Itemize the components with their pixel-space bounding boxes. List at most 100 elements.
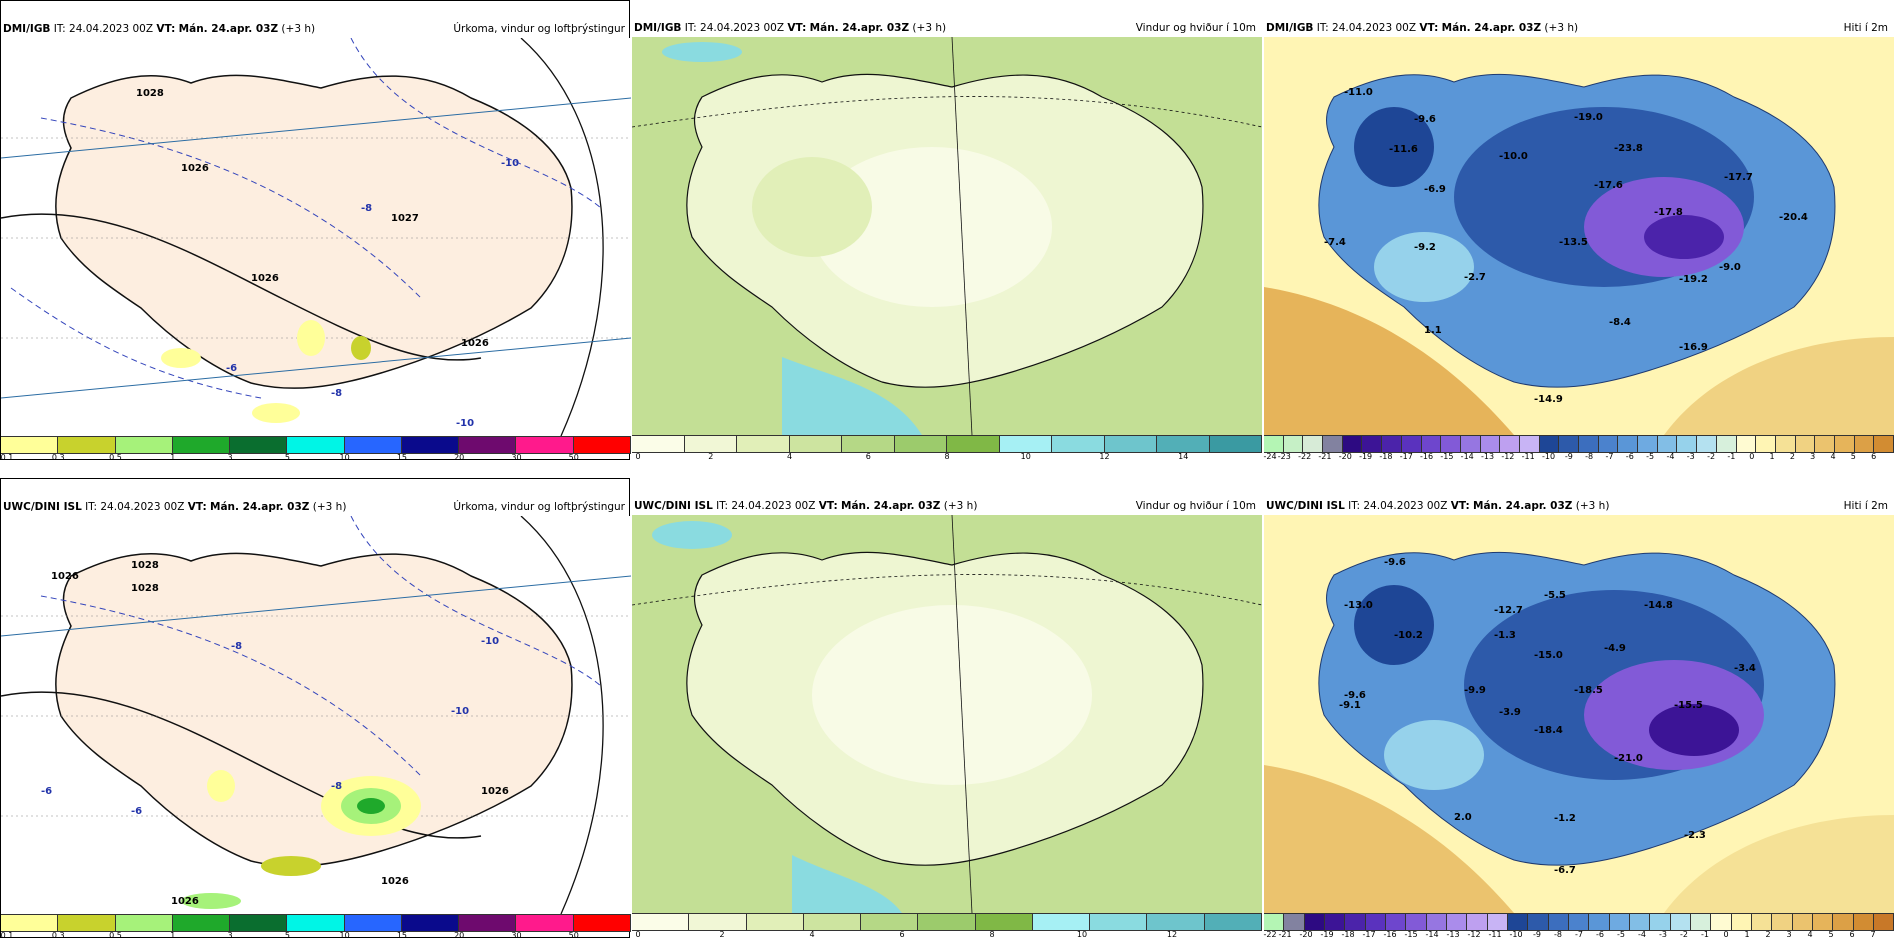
scale-swatch — [1697, 436, 1717, 452]
map-precip: 1026 1028 1028 -8 -10 -10 -6 -8 1026 1026 1026 -6 — [1, 516, 631, 914]
scale-swatch — [1528, 914, 1549, 930]
valid-time: Mán. 24.apr. 03Z — [210, 501, 310, 513]
valid-time: Mán. 24.apr. 03Z — [809, 22, 910, 34]
scale-tick-label: -15 — [1404, 930, 1418, 939]
panel-title: DMI/IGB IT: 24.04.2023 00Z VT: Mán. 24.a… — [1, 20, 631, 38]
map-value-label: 1026 — [171, 896, 199, 907]
scale-swatch — [516, 437, 574, 453]
scale-swatch — [1756, 436, 1776, 452]
scale-tick-label: 15 — [396, 453, 407, 462]
valid-time: Mán. 24.apr. 03Z — [1441, 22, 1542, 34]
map-value-label: -9.2 — [1414, 242, 1436, 253]
scale-tick-label: 0.1 — [0, 453, 14, 462]
scale-tick-label: 0 — [1723, 930, 1729, 939]
scale-tick-label: 10 — [1020, 452, 1031, 461]
scale-swatch — [1854, 436, 1875, 452]
scale-tick-label: -5 — [1646, 452, 1655, 461]
map-value-label: -11.6 — [1389, 144, 1418, 155]
scale-swatch — [1711, 914, 1732, 930]
scale-tick-label: -10 — [1509, 930, 1523, 939]
scale-tick-label: -14 — [1460, 452, 1474, 461]
scale-tick-label: -18 — [1341, 930, 1355, 939]
scale-tick-label: -6 — [1596, 930, 1604, 939]
product-name: Úrkoma, vindur og loftþrýstingur — [453, 23, 625, 35]
scale-tick-label: -12 — [1467, 930, 1481, 939]
scale-swatch — [1104, 436, 1157, 452]
scale-tick-label: 3 — [227, 931, 233, 940]
map-value-label: -6 — [131, 806, 143, 817]
init-time: 24.04.2023 00Z — [1332, 22, 1417, 34]
product-name: Hiti í 2m — [1843, 22, 1888, 34]
scale-tick-label: -16 — [1420, 452, 1434, 461]
model-name: UWC/DINI ISL — [3, 501, 82, 513]
map-precip: 1028 1027 -8 -10 -10 -6 -8 1026 1026 1026 — [1, 38, 631, 436]
scale-tick-label: 30 — [511, 453, 522, 462]
panel-dmi-wind: DMI/IGB IT: 24.04.2023 00Z VT: Mán. 24.a… — [632, 0, 1262, 461]
model-name: DMI/IGB — [3, 23, 51, 35]
scale-swatch — [1304, 914, 1325, 930]
scale-swatch — [459, 915, 517, 931]
scale-tick-label: -22 — [1298, 452, 1312, 461]
scale-tick-label: -20 — [1299, 930, 1313, 939]
map-value-label: -13.5 — [1559, 237, 1588, 248]
map-value-label: -5.5 — [1544, 590, 1566, 601]
scale-swatch — [1507, 914, 1529, 930]
wind-color-scale — [632, 435, 1262, 453]
scale-tick-label: 5 — [284, 453, 290, 462]
scale-tick-label: 50 — [568, 453, 579, 462]
scale-swatch — [1032, 914, 1091, 930]
scale-swatch — [1568, 914, 1590, 930]
scale-swatch — [573, 915, 631, 931]
scale-swatch — [632, 914, 690, 930]
scale-tick-label: 6 — [1871, 452, 1877, 461]
map-value-label: -9.0 — [1719, 262, 1741, 273]
scale-swatch — [894, 436, 947, 452]
scale-tick-label: -8 — [1554, 930, 1562, 939]
map-value-label: -2.7 — [1464, 272, 1486, 283]
scale-swatch — [1500, 436, 1520, 452]
scale-tick-label: -6 — [1625, 452, 1634, 461]
temp-scale-labels: -22 -21 -20 -19 -18 -17 -16 -15 -14 -13 -12 -11 -10-… — [1263, 929, 1894, 941]
temp-color-scale — [1264, 913, 1895, 931]
scale-swatch — [172, 915, 231, 931]
scale-tick-label: -1 — [1701, 930, 1709, 939]
scale-tick-label: 5 — [1850, 452, 1856, 461]
scale-swatch — [401, 437, 460, 453]
scale-tick-label: 0.5 — [109, 931, 122, 940]
scale-tick-label: 3 — [1810, 452, 1816, 461]
scale-tick-label: -22 — [1263, 930, 1277, 939]
map-value-label: -19.0 — [1574, 112, 1603, 123]
map-value-label: -15.5 — [1674, 700, 1703, 711]
map-value-label: 1026 — [461, 338, 489, 349]
scale-swatch — [344, 437, 402, 453]
map-value-label: 1026 — [51, 571, 79, 582]
map-value-label: -11.0 — [1344, 87, 1373, 98]
scale-tick-label: 10 — [339, 931, 350, 940]
init-time: 24.04.2023 00Z — [700, 22, 785, 34]
scale-tick-label: 0 — [1749, 452, 1755, 461]
scale-swatch — [861, 914, 919, 930]
scale-tick-label: -17 — [1362, 930, 1376, 939]
scale-tick-label: 4 — [809, 930, 815, 939]
map-value-label: -8.4 — [1609, 317, 1631, 328]
map-value-label: -23.8 — [1614, 143, 1643, 154]
panel-uwc-precip: UWC/DINI ISL IT: 24.04.2023 00Z VT: Mán.… — [0, 478, 631, 940]
scale-swatch — [1650, 914, 1671, 930]
map-value-label: -6.9 — [1424, 184, 1446, 195]
scale-tick-label: -2 — [1680, 930, 1688, 939]
lead-time: (+3 h) — [312, 501, 347, 513]
scale-swatch — [1209, 436, 1262, 452]
scale-tick-label: -20 — [1338, 452, 1352, 461]
map-value-label: -8 — [231, 641, 243, 652]
scale-tick-label: 1 — [170, 931, 176, 940]
valid-time: Mán. 24.apr. 03Z — [841, 500, 941, 512]
scale-tick-label: -3 — [1686, 452, 1695, 461]
precip-scale-labels: 0.1 0.3 0.5 1 3 5 10 15 20 30 50 — [1, 452, 631, 464]
model-name: DMI/IGB — [634, 22, 682, 34]
product-name: Vindur og hviður í 10m — [1135, 500, 1256, 512]
scale-swatch — [115, 437, 173, 453]
scale-tick-label: -11 — [1488, 930, 1502, 939]
scale-tick-label: 5 — [1828, 930, 1834, 939]
precip-color-scale — [1, 436, 631, 454]
map-value-label: -8 — [331, 388, 343, 399]
